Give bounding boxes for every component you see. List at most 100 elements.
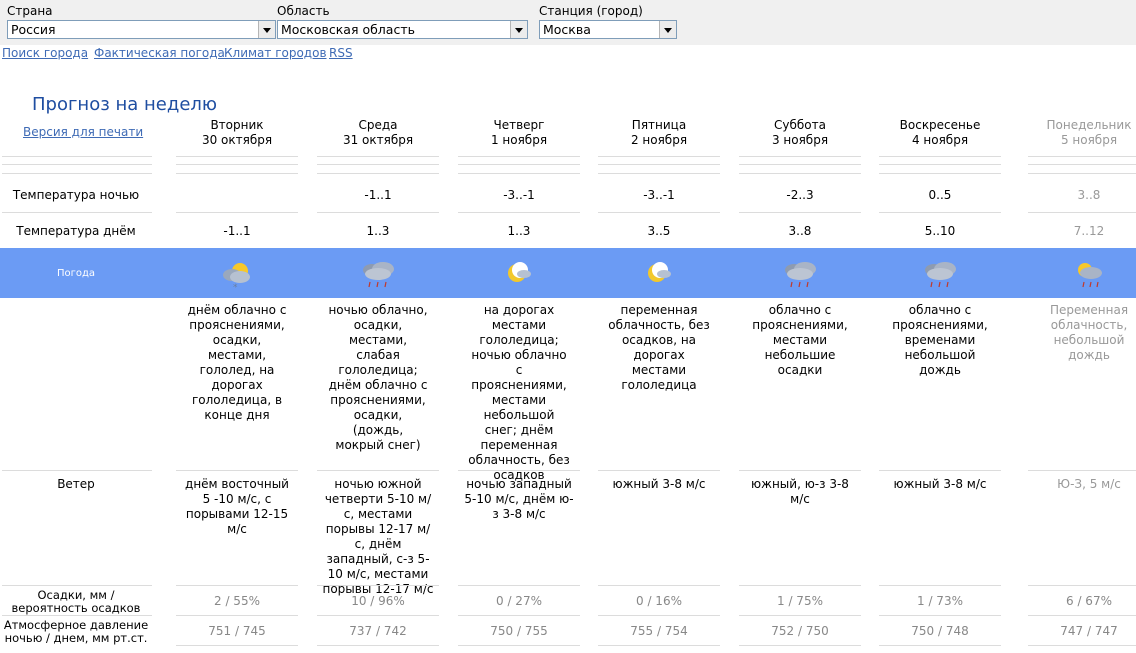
precip-value: 1 / 73%	[917, 594, 963, 608]
divider	[598, 156, 720, 157]
divider	[2, 164, 152, 165]
weather-description: переменная облачность, без осадков, на д…	[608, 303, 710, 392]
pressure-value: 752 / 750	[771, 624, 829, 638]
region-dropdown[interactable]: Московская область	[277, 20, 528, 39]
region-value: Московская область	[281, 22, 415, 37]
row-label-pressure: Атмосферное давление ночью / днем, мм рт…	[0, 619, 152, 645]
day-of-week: Понедельник	[1046, 118, 1132, 132]
weather-description: днём облачно с прояснениями, осадки, мес…	[187, 303, 287, 422]
row-label-precip: Осадки, мм / вероятность осадков	[0, 589, 152, 615]
row-label-precip-line1: Осадки, мм /	[37, 588, 115, 602]
day-header: Среда 31 октября	[322, 118, 434, 148]
night-temp-value: -3..-1	[643, 188, 675, 202]
station-dropdown[interactable]: Москва	[539, 20, 677, 39]
precip-value: 2 / 55%	[214, 594, 260, 608]
divider	[598, 173, 720, 174]
divider	[879, 585, 1001, 586]
row-label-night-temp: Температура ночью	[12, 188, 140, 202]
night-temp-value: 3..8	[1077, 188, 1101, 202]
day-temp-value: 3..8	[788, 224, 812, 238]
day-header: Пятница 2 ноября	[603, 118, 715, 148]
cloudy-sun-snow-icon: *	[223, 263, 250, 292]
page-title: Прогноз на неделю	[32, 94, 218, 115]
divider	[2, 470, 152, 471]
divider	[1028, 645, 1136, 646]
day-date: 3 ноября	[771, 133, 829, 147]
wind-value: южный 3-8 м/с	[612, 477, 706, 491]
weather-description: на дорогах местами гололедица; ночью обл…	[468, 303, 570, 482]
print-version-link[interactable]: Версия для печати	[23, 125, 144, 139]
nav-link-city-search[interactable]: Поиск города	[2, 46, 89, 60]
country-value: Россия	[11, 22, 56, 37]
weather-description: ночью облачно, осадки, местами, слабая г…	[328, 303, 428, 452]
day-of-week: Вторник	[210, 118, 264, 132]
weather-description: облачно с прояснениями, местами небольши…	[752, 303, 848, 377]
night-temp-value: -2..3	[786, 188, 814, 202]
divider	[176, 645, 298, 646]
divider	[317, 212, 439, 213]
day-date: 4 ноября	[911, 133, 969, 147]
wind-value: южный 3-8 м/с	[893, 477, 987, 491]
day-temp-value: 5..10	[924, 224, 956, 238]
divider	[879, 156, 1001, 157]
day-of-week: Четверг	[493, 118, 545, 132]
divider	[317, 615, 439, 616]
precip-value: 1 / 75%	[777, 594, 823, 608]
divider	[879, 645, 1001, 646]
divider	[879, 615, 1001, 616]
station-label: Станция (город)	[539, 4, 643, 18]
row-label-pressure-line1: Атмосферное давление	[3, 618, 149, 632]
day-date: 30 октября	[201, 133, 273, 147]
chevron-down-icon[interactable]	[258, 21, 275, 38]
pressure-value: 750 / 755	[490, 624, 548, 638]
divider	[739, 470, 861, 471]
chevron-down-icon[interactable]	[659, 21, 676, 38]
row-label-precip-line2: вероятность осадков	[11, 601, 141, 615]
divider	[1028, 212, 1136, 213]
cloud-rain-icon	[363, 262, 394, 288]
divider	[598, 164, 720, 165]
moon-cloud-icon	[648, 262, 671, 282]
divider	[598, 645, 720, 646]
day-header: Воскресенье 4 ноября	[884, 118, 996, 148]
precip-value: 0 / 27%	[496, 594, 542, 608]
divider	[176, 156, 298, 157]
wind-value: южный, ю-з 3-8 м/с	[751, 477, 849, 506]
divider	[317, 173, 439, 174]
sun-cloud-rain-icon	[1078, 263, 1102, 288]
divider	[739, 212, 861, 213]
nav-link-city-climate[interactable]: Климат городов	[224, 46, 327, 60]
divider	[2, 585, 152, 586]
precip-value: 6 / 67%	[1066, 594, 1112, 608]
divider	[739, 156, 861, 157]
region-label: Область	[277, 4, 330, 18]
day-date: 1 ноября	[490, 133, 548, 147]
divider	[598, 615, 720, 616]
divider	[1028, 585, 1136, 586]
divider	[598, 212, 720, 213]
divider	[598, 470, 720, 471]
divider	[598, 585, 720, 586]
divider	[176, 585, 298, 586]
divider	[458, 645, 580, 646]
pressure-value: 747 / 747	[1060, 624, 1118, 638]
country-dropdown[interactable]: Россия	[7, 20, 276, 39]
divider	[317, 645, 439, 646]
divider	[458, 615, 580, 616]
nav-link-actual-weather[interactable]: Фактическая погода	[94, 46, 225, 60]
divider	[739, 585, 861, 586]
divider	[1028, 164, 1136, 165]
day-temp-value: 7..12	[1073, 224, 1105, 238]
wind-value: днём восточный 5 -10 м/с, с порывами 12-…	[185, 477, 289, 536]
divider	[739, 173, 861, 174]
moon-cloud-icon	[508, 262, 531, 282]
divider	[317, 585, 439, 586]
nav-link-rss[interactable]: RSS	[329, 46, 353, 60]
divider	[317, 164, 439, 165]
day-date: 2 ноября	[630, 133, 688, 147]
day-header: Понедельник 5 ноября	[1033, 118, 1136, 148]
pressure-value: 755 / 754	[630, 624, 688, 638]
divider	[1028, 156, 1136, 157]
chevron-down-icon[interactable]	[510, 21, 527, 38]
divider	[739, 645, 861, 646]
